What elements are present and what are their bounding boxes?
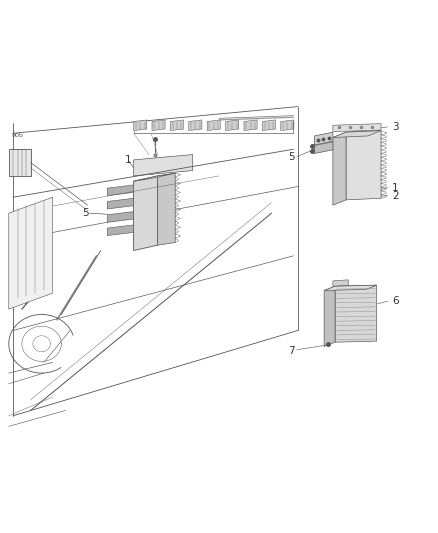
Polygon shape — [262, 120, 276, 131]
Polygon shape — [207, 120, 220, 131]
Polygon shape — [335, 285, 377, 342]
Text: 90b: 90b — [11, 133, 24, 139]
Polygon shape — [107, 225, 134, 236]
Polygon shape — [324, 286, 335, 346]
Polygon shape — [9, 149, 31, 176]
Polygon shape — [226, 120, 239, 131]
Polygon shape — [134, 176, 158, 251]
Polygon shape — [333, 131, 381, 138]
Text: 1: 1 — [125, 155, 131, 165]
Text: 7: 7 — [288, 346, 294, 356]
Text: 2: 2 — [392, 191, 399, 200]
Polygon shape — [107, 185, 134, 196]
Polygon shape — [134, 155, 193, 176]
Polygon shape — [324, 285, 377, 290]
Polygon shape — [333, 280, 348, 286]
Polygon shape — [9, 197, 53, 309]
Polygon shape — [281, 120, 294, 131]
Text: 1: 1 — [392, 183, 399, 192]
Polygon shape — [152, 120, 165, 131]
Polygon shape — [346, 131, 381, 200]
Polygon shape — [107, 212, 134, 222]
Polygon shape — [189, 120, 202, 131]
Polygon shape — [314, 132, 333, 145]
Polygon shape — [244, 120, 257, 131]
Polygon shape — [333, 132, 346, 205]
Text: 5: 5 — [82, 208, 89, 218]
Polygon shape — [158, 173, 175, 245]
Text: 5: 5 — [288, 152, 294, 161]
Polygon shape — [107, 198, 134, 209]
Text: 3: 3 — [392, 122, 399, 132]
Text: 6: 6 — [392, 296, 399, 306]
Polygon shape — [134, 173, 175, 181]
Polygon shape — [314, 142, 333, 154]
Polygon shape — [134, 120, 147, 131]
Polygon shape — [170, 120, 184, 131]
Polygon shape — [333, 124, 381, 132]
